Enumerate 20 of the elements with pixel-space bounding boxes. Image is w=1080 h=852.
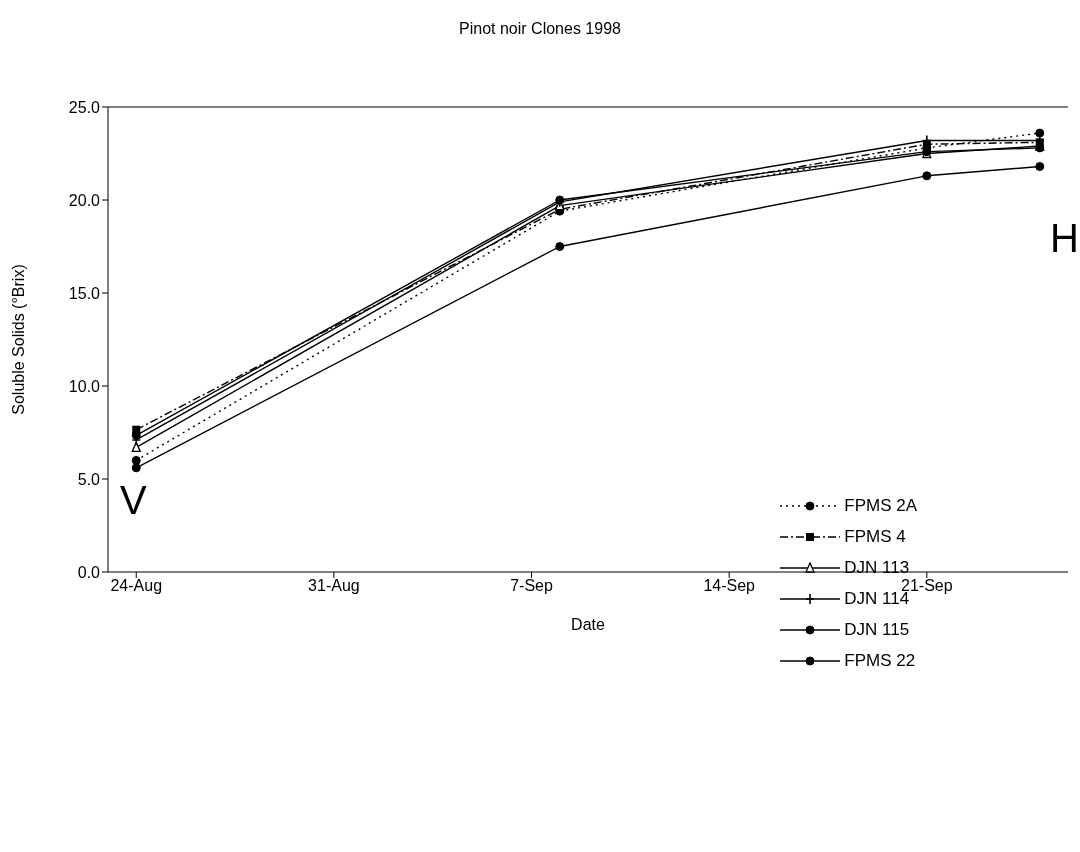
- chart-title: Pinot noir Clones 1998: [458, 19, 622, 39]
- y-axis-title: Soluble Solids (°Brix): [9, 264, 27, 415]
- legend-label: DJN 115: [844, 619, 910, 640]
- legend-label: FPMS 4: [844, 526, 906, 547]
- x-tick-label: 24-Aug: [110, 577, 163, 595]
- y-tick-label: 25.0: [68, 98, 101, 116]
- y-tick-label: 0.0: [77, 563, 101, 581]
- annotation: V: [120, 478, 147, 522]
- x-tick-label: 31-Aug: [308, 577, 360, 595]
- x-axis-title: Date: [571, 616, 605, 633]
- y-tick-label: 5.0: [77, 470, 101, 488]
- legend-label: DJN 113: [844, 557, 910, 578]
- annotation: H: [1050, 216, 1079, 260]
- legend-label: FPMS 2A: [844, 495, 917, 516]
- y-tick-label: 15.0: [68, 284, 101, 302]
- x-tick-label: 7-Sep: [510, 577, 553, 595]
- y-tick-label: 10.0: [68, 377, 101, 395]
- x-tick-label: 14-Sep: [703, 577, 756, 595]
- legend-label: FPMS 22: [844, 650, 916, 671]
- y-tick-label: 20.0: [68, 191, 101, 209]
